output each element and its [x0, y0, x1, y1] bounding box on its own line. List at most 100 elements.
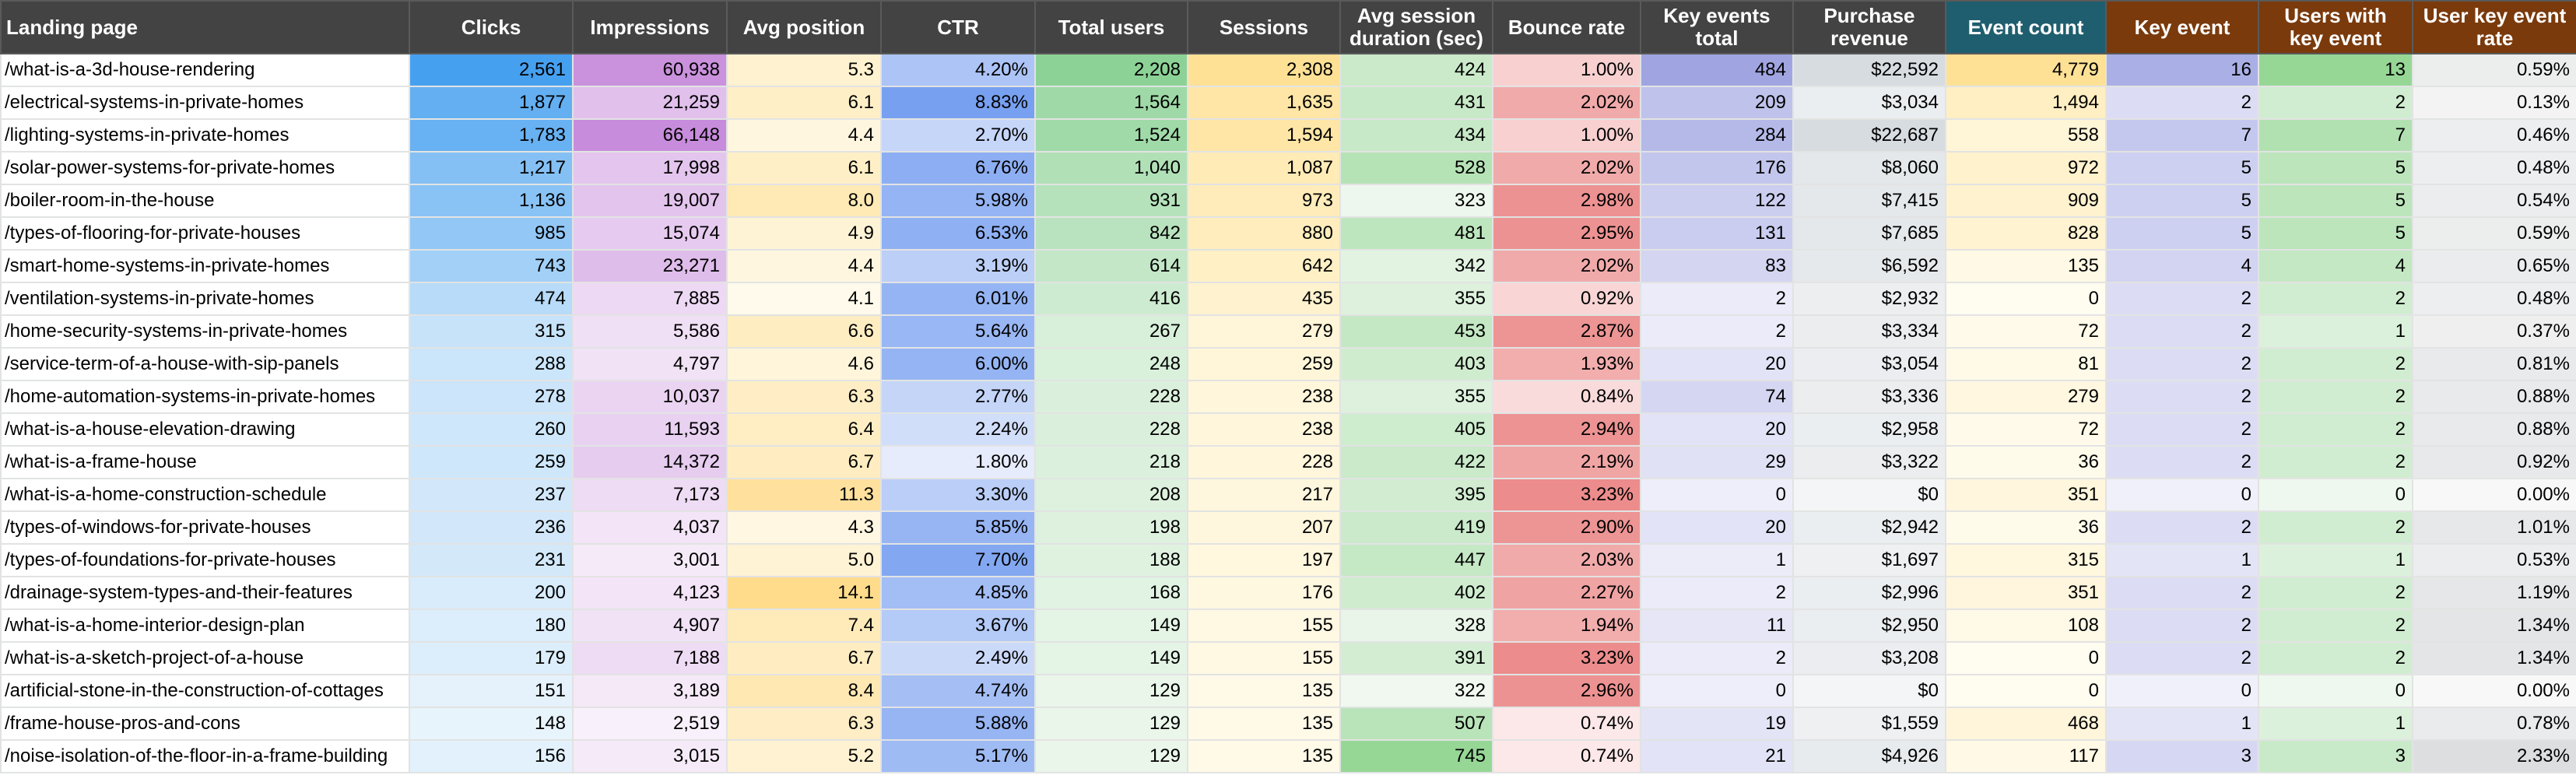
users-with-key-event-cell[interactable]: 2 — [2258, 282, 2413, 316]
key-event-cell[interactable]: 7 — [2105, 118, 2259, 153]
avg-session-duration-cell[interactable]: 355 — [1339, 380, 1493, 414]
ctr-cell[interactable]: 4.85% — [880, 576, 1036, 610]
column-header-avg-position[interactable]: Avg position — [726, 0, 882, 54]
bounce-rate-cell[interactable]: 2.96% — [1492, 674, 1641, 708]
ctr-cell[interactable]: 4.74% — [880, 674, 1036, 708]
avg-position-cell[interactable]: 5.3 — [726, 53, 882, 87]
avg-session-duration-cell[interactable]: 395 — [1339, 478, 1493, 512]
purchase-revenue-cell[interactable]: $4,926 — [1792, 739, 1946, 773]
avg-session-duration-cell[interactable]: 424 — [1339, 53, 1493, 87]
total-users-cell[interactable]: 208 — [1034, 478, 1188, 512]
table-row[interactable]: /solar-power-systems-for-private-homes 1,… — [0, 151, 2576, 185]
column-header-total-users[interactable]: Total users — [1034, 0, 1188, 54]
purchase-revenue-cell[interactable]: $3,054 — [1792, 347, 1946, 381]
user-key-event-rate-cell[interactable]: 1.19% — [2412, 576, 2576, 610]
ctr-cell[interactable]: 6.76% — [880, 151, 1036, 185]
bounce-rate-cell[interactable]: 0.74% — [1492, 739, 1641, 773]
impressions-cell[interactable]: 7,188 — [572, 641, 728, 675]
user-key-event-rate-cell[interactable]: 0.65% — [2412, 249, 2576, 283]
event-count-cell[interactable]: 351 — [1945, 576, 2107, 610]
bounce-rate-cell[interactable]: 3.23% — [1492, 478, 1641, 512]
user-key-event-rate-cell[interactable]: 0.13% — [2412, 86, 2576, 120]
user-key-event-rate-cell[interactable]: 0.81% — [2412, 347, 2576, 381]
key-event-cell[interactable]: 5 — [2105, 184, 2259, 218]
impressions-cell[interactable]: 19,007 — [572, 184, 728, 218]
key-event-cell[interactable]: 5 — [2105, 216, 2259, 251]
avg-session-duration-cell[interactable]: 507 — [1339, 707, 1493, 741]
purchase-revenue-cell[interactable]: $3,334 — [1792, 314, 1946, 349]
impressions-cell[interactable]: 4,907 — [572, 608, 728, 643]
table-row[interactable]: /home-security-systems-in-private-homes 3… — [0, 314, 2576, 349]
key-event-cell[interactable]: 2 — [2105, 314, 2259, 349]
avg-session-duration-cell[interactable]: 453 — [1339, 314, 1493, 349]
user-key-event-rate-cell[interactable]: 0.59% — [2412, 53, 2576, 87]
clicks-cell[interactable]: 260 — [409, 412, 574, 447]
ctr-cell[interactable]: 2.70% — [880, 118, 1036, 153]
key-events-total-cell[interactable]: 0 — [1640, 478, 1794, 512]
clicks-cell[interactable]: 288 — [409, 347, 574, 381]
purchase-revenue-cell[interactable]: $0 — [1792, 478, 1946, 512]
ctr-cell[interactable]: 5.98% — [880, 184, 1036, 218]
landing-page-cell[interactable]: /electrical-systems-in-private-homes — [0, 86, 410, 120]
user-key-event-rate-cell[interactable]: 0.48% — [2412, 282, 2576, 316]
column-header-key-events-total[interactable]: Key events total — [1640, 0, 1794, 54]
clicks-cell[interactable]: 1,877 — [409, 86, 574, 120]
table-row[interactable]: /what-is-a-house-elevation-drawing 260 11,… — [0, 412, 2576, 447]
key-events-total-cell[interactable]: 11 — [1640, 608, 1794, 643]
user-key-event-rate-cell[interactable]: 1.34% — [2412, 608, 2576, 643]
event-count-cell[interactable]: 468 — [1945, 707, 2107, 741]
sessions-cell[interactable]: 238 — [1187, 380, 1341, 414]
bounce-rate-cell[interactable]: 2.03% — [1492, 543, 1641, 577]
bounce-rate-cell[interactable]: 2.02% — [1492, 86, 1641, 120]
key-events-total-cell[interactable]: 122 — [1640, 184, 1794, 218]
key-event-cell[interactable]: 2 — [2105, 282, 2259, 316]
landing-page-cell[interactable]: /home-automation-systems-in-private-home… — [0, 380, 410, 414]
sessions-cell[interactable]: 1,087 — [1187, 151, 1341, 185]
users-with-key-event-cell[interactable]: 2 — [2258, 510, 2413, 545]
landing-page-cell[interactable]: /service-term-of-a-house-with-sip-panels — [0, 347, 410, 381]
key-events-total-cell[interactable]: 1 — [1640, 543, 1794, 577]
bounce-rate-cell[interactable]: 2.02% — [1492, 151, 1641, 185]
landing-page-cell[interactable]: /artificial-stone-in-the-construction-of… — [0, 674, 410, 708]
avg-session-duration-cell[interactable]: 355 — [1339, 282, 1493, 316]
total-users-cell[interactable]: 416 — [1034, 282, 1188, 316]
impressions-cell[interactable]: 21,259 — [572, 86, 728, 120]
table-row[interactable]: /smart-home-systems-in-private-homes 743 2… — [0, 249, 2576, 283]
table-row[interactable]: /ventilation-systems-in-private-homes 474… — [0, 282, 2576, 316]
impressions-cell[interactable]: 7,173 — [572, 478, 728, 512]
bounce-rate-cell[interactable]: 2.98% — [1492, 184, 1641, 218]
event-count-cell[interactable]: 36 — [1945, 510, 2107, 545]
sessions-cell[interactable]: 135 — [1187, 674, 1341, 708]
landing-page-cell[interactable]: /boiler-room-in-the-house — [0, 184, 410, 218]
table-row[interactable]: /what-is-a-home-interior-design-plan 180 4… — [0, 608, 2576, 643]
users-with-key-event-cell[interactable]: 1 — [2258, 707, 2413, 741]
sessions-cell[interactable]: 1,594 — [1187, 118, 1341, 153]
key-events-total-cell[interactable]: 176 — [1640, 151, 1794, 185]
users-with-key-event-cell[interactable]: 5 — [2258, 216, 2413, 251]
users-with-key-event-cell[interactable]: 5 — [2258, 151, 2413, 185]
clicks-cell[interactable]: 315 — [409, 314, 574, 349]
event-count-cell[interactable]: 0 — [1945, 674, 2107, 708]
total-users-cell[interactable]: 129 — [1034, 674, 1188, 708]
bounce-rate-cell[interactable]: 1.93% — [1492, 347, 1641, 381]
landing-page-cell[interactable]: /types-of-windows-for-private-houses — [0, 510, 410, 545]
purchase-revenue-cell[interactable]: $8,060 — [1792, 151, 1946, 185]
event-count-cell[interactable]: 81 — [1945, 347, 2107, 381]
event-count-cell[interactable]: 0 — [1945, 641, 2107, 675]
ctr-cell[interactable]: 5.64% — [880, 314, 1036, 349]
ctr-cell[interactable]: 2.24% — [880, 412, 1036, 447]
key-events-total-cell[interactable]: 209 — [1640, 86, 1794, 120]
clicks-cell[interactable]: 231 — [409, 543, 574, 577]
ctr-cell[interactable]: 4.20% — [880, 53, 1036, 87]
column-header-users-with-key-event[interactable]: Users with key event — [2258, 0, 2413, 54]
bounce-rate-cell[interactable]: 0.74% — [1492, 707, 1641, 741]
table-row[interactable]: /what-is-a-frame-house 259 14,372 6.7 1.80% 2… — [0, 445, 2576, 479]
landing-page-cell[interactable]: /smart-home-systems-in-private-homes — [0, 249, 410, 283]
bounce-rate-cell[interactable]: 2.02% — [1492, 249, 1641, 283]
total-users-cell[interactable]: 198 — [1034, 510, 1188, 545]
key-events-total-cell[interactable]: 131 — [1640, 216, 1794, 251]
column-header-purchase-revenue[interactable]: Purchase revenue — [1792, 0, 1946, 54]
ctr-cell[interactable]: 6.00% — [880, 347, 1036, 381]
impressions-cell[interactable]: 11,593 — [572, 412, 728, 447]
bounce-rate-cell[interactable]: 2.27% — [1492, 576, 1641, 610]
